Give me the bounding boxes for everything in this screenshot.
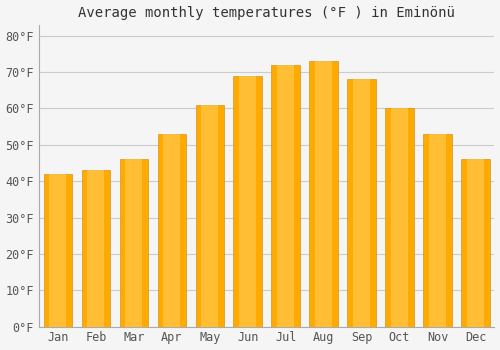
Bar [82,170,110,327]
Bar [120,159,148,327]
Bar [50,174,66,327]
Bar [424,134,452,327]
Bar [88,170,104,327]
Bar [196,105,224,327]
Bar [429,134,446,327]
Bar [158,134,186,327]
Bar [126,159,142,327]
Bar [201,105,218,327]
Bar [391,108,408,327]
Bar [272,65,300,327]
Title: Average monthly temperatures (°F ) in Eminönü: Average monthly temperatures (°F ) in Em… [78,6,455,20]
Bar [348,79,376,327]
Bar [315,61,332,327]
Bar [310,61,338,327]
Bar [44,174,72,327]
Bar [239,76,256,327]
Bar [467,159,484,327]
Bar [353,79,370,327]
Bar [386,108,414,327]
Bar [163,134,180,327]
Bar [461,159,490,327]
Bar [234,76,262,327]
Bar [277,65,294,327]
